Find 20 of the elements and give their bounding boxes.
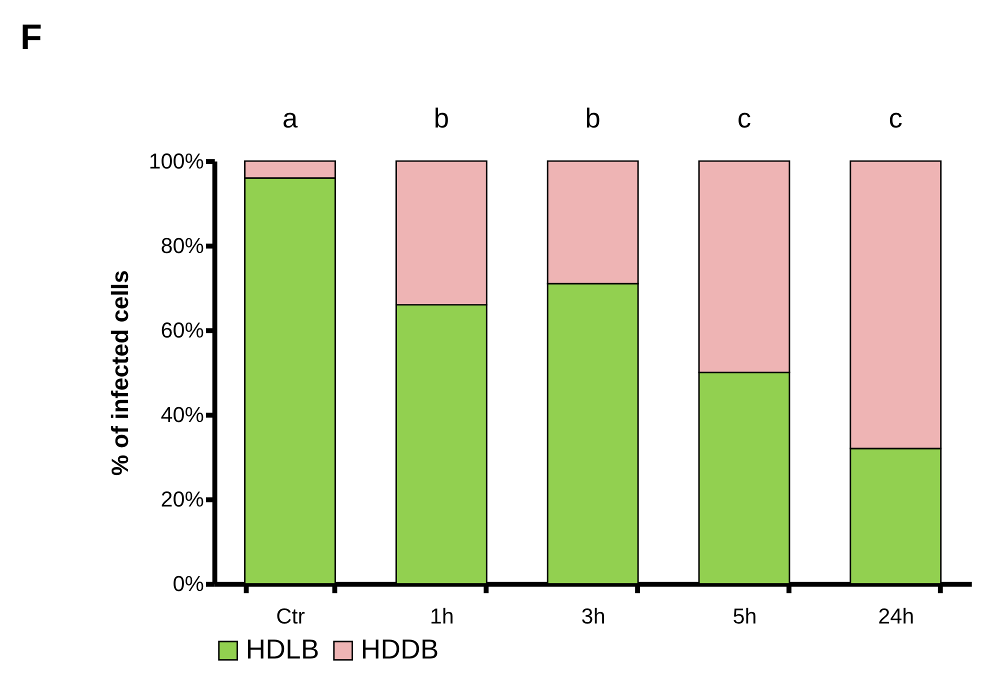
x-tick-label: 5h [732,604,757,629]
y-tick-label: 20% [160,486,204,512]
y-tick-label: 40% [160,402,204,428]
y-tick-label: 80% [160,232,204,258]
x-tick-label: 1h [430,604,454,629]
y-tick-label: 0% [172,571,204,596]
annotation: c [737,102,752,134]
annotation: a [282,102,298,134]
annotation: c [888,102,903,134]
x-tick-label: Ctr [276,604,305,629]
y-tick-label: 60% [160,318,204,343]
legend-label: HDDB [360,634,439,665]
x-tick-label: 24h [878,604,914,629]
x-tick-label: 3h [581,604,606,629]
y-axis-title: % of infected cells [107,270,134,476]
y-tick-label: 100% [148,148,204,174]
chart-title: F [20,18,42,57]
annotation: b [585,102,600,134]
legend-label: HDLB [246,634,320,665]
annotation: b [434,102,450,134]
